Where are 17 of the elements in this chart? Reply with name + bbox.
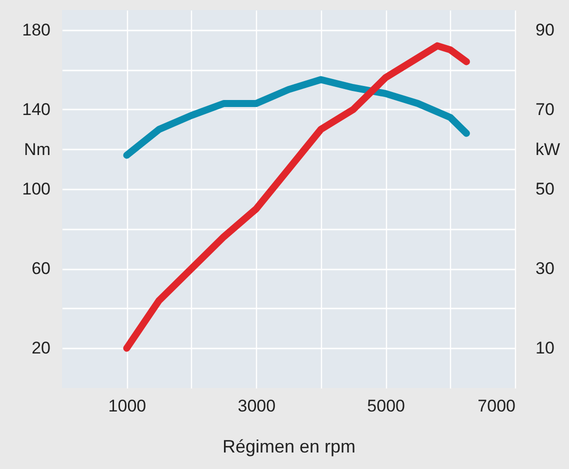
y2-tick-label: 50 bbox=[536, 180, 554, 199]
y-tick-label: 60 bbox=[32, 259, 50, 278]
y-tick-label: 20 bbox=[32, 338, 50, 358]
x-tick-label: 3000 bbox=[238, 396, 276, 416]
x-tick-label: 7000 bbox=[478, 396, 516, 416]
y-tick-label: 100 bbox=[22, 180, 50, 199]
x-tick-label: 5000 bbox=[367, 396, 405, 416]
y-tick-label: 140 bbox=[22, 100, 50, 119]
y2-tick-label: 70 bbox=[536, 100, 554, 119]
y-tick-label: 180 bbox=[22, 20, 50, 40]
x-tick-label: 1000 bbox=[108, 396, 146, 416]
y2-axis-title: kW bbox=[536, 140, 560, 159]
y2-tick-label: 10 bbox=[536, 338, 554, 358]
y-axis-title: Nm bbox=[24, 140, 50, 159]
y2-tick-label: 90 bbox=[536, 20, 554, 40]
x-axis-title: Régimen en rpm bbox=[222, 436, 356, 456]
y2-tick-label: 30 bbox=[536, 259, 554, 278]
